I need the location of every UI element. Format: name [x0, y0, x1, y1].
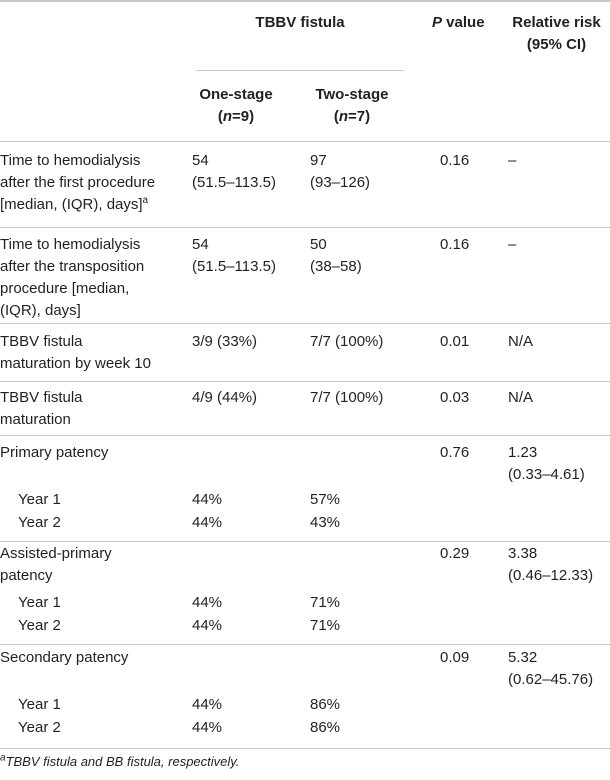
p-value-cell: 0.16 [440, 236, 470, 253]
relative-risk-cell: – [508, 152, 517, 169]
year-label: Year 2 [18, 514, 61, 531]
year-label: Year 1 [18, 696, 61, 713]
group-header: TBBV fistula [255, 14, 345, 31]
one-stage-cell: 4/9 (44%) [192, 389, 258, 406]
year-label: Year 1 [18, 491, 61, 508]
two-stage-cell: 71% [310, 594, 341, 611]
row-rule [0, 323, 610, 324]
relative-risk-cell: N/A [508, 389, 534, 406]
row-rule [0, 227, 610, 228]
row-label-time-transposition: Time to hemodialysis after the transposit… [0, 236, 145, 319]
year-label: Year 1 [18, 594, 61, 611]
one-stage-cell: 44% [192, 719, 223, 736]
two-stage-header: Two-stage (n=7) [315, 86, 389, 125]
p-value-cell: 0.01 [440, 333, 470, 350]
header-bottom-rule [0, 141, 610, 142]
two-stage-cell: 7/7 (100%) [310, 333, 384, 350]
two-stage-cell: 97 (93–126) [310, 152, 371, 191]
one-stage-cell: 44% [192, 491, 223, 508]
row-rule [0, 644, 610, 645]
group-header-rule [196, 70, 404, 71]
two-stage-cell: 43% [310, 514, 341, 531]
one-stage-cell: 44% [192, 696, 223, 713]
row-rule [0, 381, 610, 382]
p-value-cell: 0.09 [440, 649, 470, 666]
two-stage-cell: 57% [310, 491, 341, 508]
row-label-time-first-procedure: Time to hemodialysis after the first proc… [0, 152, 156, 213]
relative-risk-cell: 5.32 (0.62–45.76) [508, 649, 594, 688]
relative-risk-cell: N/A [508, 333, 534, 350]
table-footnote: aTBBV fistula and BB fistula, respective… [0, 752, 240, 769]
one-stage-cell: 3/9 (33%) [192, 333, 258, 350]
row-label-maturation: TBBV fistula maturation [0, 389, 83, 428]
one-stage-cell: 54 (51.5–113.5) [192, 236, 276, 275]
year-label: Year 2 [18, 719, 61, 736]
row-rule [0, 541, 610, 542]
p-value-cell: 0.03 [440, 389, 470, 406]
two-stage-cell: 7/7 (100%) [310, 389, 384, 406]
two-stage-cell: 86% [310, 696, 341, 713]
one-stage-cell: 44% [192, 594, 223, 611]
one-stage-cell: 44% [192, 617, 223, 634]
one-stage-cell: 54 (51.5–113.5) [192, 152, 276, 191]
table-bottom-rule [0, 748, 610, 749]
row-rule [0, 435, 610, 436]
relative-risk-cell: – [508, 236, 517, 253]
row-label-primary-patency: Primary patency [0, 444, 109, 461]
one-stage-header: One-stage (n=9) [199, 86, 273, 125]
two-stage-cell: 86% [310, 719, 341, 736]
p-value-cell: 0.29 [440, 545, 470, 562]
row-label-maturation-week10: TBBV fistula maturation by week 10 [0, 333, 151, 372]
two-stage-cell: 71% [310, 617, 341, 634]
relative-risk-cell: 3.38 (0.46–12.33) [508, 545, 594, 584]
p-value-cell: 0.16 [440, 152, 470, 169]
row-label-secondary-patency: Secondary patency [0, 649, 129, 666]
one-stage-cell: 44% [192, 514, 223, 531]
year-label: Year 2 [18, 617, 61, 634]
table-top-rule [0, 0, 610, 2]
relative-risk-cell: 1.23 (0.33–4.61) [508, 444, 585, 483]
relative-risk-header: Relative risk (95% CI) [512, 14, 601, 53]
p-value-cell: 0.76 [440, 444, 470, 461]
row-label-assisted-primary-patency: Assisted-primary patency [0, 545, 112, 584]
two-stage-cell: 50 (38–58) [310, 236, 362, 275]
p-value-header: P value [432, 14, 485, 31]
